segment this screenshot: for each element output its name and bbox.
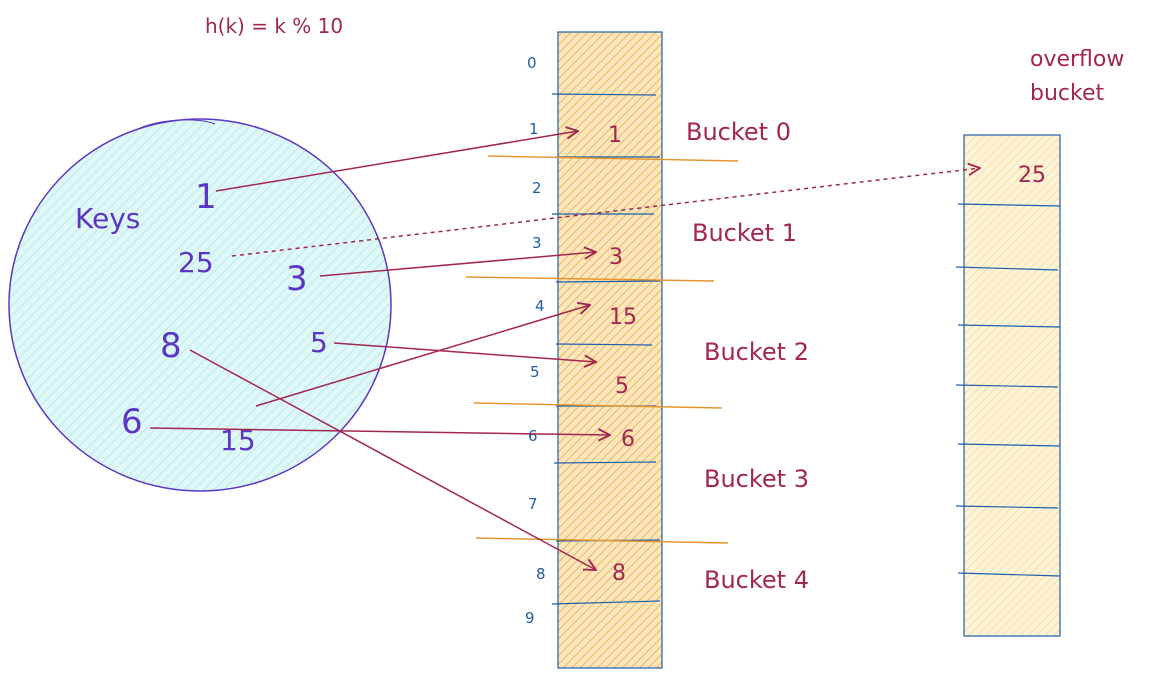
key-6: 6	[121, 402, 143, 442]
keys-set: Keys 1 25 3 8 5 6 15	[8, 118, 392, 492]
arrow-key-15-to-slot-4	[255, 305, 590, 407]
overflow-title-line2: bucket	[1030, 81, 1104, 106]
slot-index-2: 2	[532, 179, 542, 197]
hash-formula: h(k) = k % 10	[205, 14, 343, 38]
overflow-separator	[955, 505, 1059, 509]
slot-value-1: 1	[608, 123, 622, 148]
overflow-bucket: overflow bucket 25	[955, 47, 1124, 637]
slot-index-4: 4	[535, 297, 545, 315]
bucket-divider	[487, 155, 739, 162]
arrow-key-25-to-overflow	[231, 168, 980, 257]
bucket-label-2: Bucket 2	[704, 338, 809, 366]
slot-index-7: 7	[528, 495, 538, 513]
key-25: 25	[178, 246, 214, 279]
overflow-separator	[955, 266, 1059, 271]
slot-value-6: 6	[621, 427, 635, 452]
key-3: 3	[286, 259, 308, 299]
arrow-key-6-to-slot-6	[149, 427, 610, 435]
bucket-label-0: Bucket 0	[686, 118, 791, 146]
bucket-divider	[473, 402, 723, 409]
key-8: 8	[160, 326, 182, 366]
key-5: 5	[310, 326, 328, 359]
overflow-separator	[957, 572, 1061, 577]
slot-index-8: 8	[536, 565, 546, 583]
slot-separator	[555, 343, 653, 346]
slot-separator	[551, 600, 661, 605]
slot-index-3: 3	[532, 234, 542, 252]
keys-circle-sketch	[139, 119, 216, 129]
slot-value-15: 15	[609, 305, 637, 330]
overflow-value-25: 25	[1018, 163, 1046, 188]
arrow-key-1-to-slot-1	[215, 131, 578, 192]
key-1: 1	[195, 177, 217, 217]
bucket-label-3: Bucket 3	[704, 465, 809, 493]
bucket-dividers	[465, 155, 739, 544]
arrow-key-5-to-slot-5	[333, 342, 596, 362]
slot-separator	[555, 280, 661, 283]
overflow-separator	[957, 443, 1061, 447]
keys-label: Keys	[75, 202, 140, 235]
slot-separator	[553, 461, 657, 464]
slot-index-5: 5	[530, 363, 540, 381]
slot-index-1: 1	[529, 120, 539, 138]
bucket-divider	[475, 537, 729, 544]
overflow-separator	[957, 324, 1061, 328]
keys-circle	[8, 118, 392, 492]
bucket-divider	[465, 276, 715, 282]
slot-index-0: 0	[527, 54, 537, 72]
slot-index-9: 9	[525, 609, 535, 627]
slot-index-6: 6	[528, 427, 538, 445]
bucket-label-4: Bucket 4	[704, 566, 809, 594]
overflow-title-line1: overflow	[1030, 47, 1124, 72]
bucket-label-1: Bucket 1	[692, 219, 797, 247]
arrow-key-3-to-slot-3	[319, 252, 596, 277]
overflow-separator	[957, 203, 1061, 207]
slot-value-5: 5	[615, 374, 629, 399]
arrow-key-8-to-slot-8	[189, 349, 596, 570]
slot-separator	[551, 93, 657, 96]
slot-value-3: 3	[609, 245, 623, 270]
overflow-separator	[955, 384, 1059, 388]
slot-value-8: 8	[612, 561, 626, 586]
